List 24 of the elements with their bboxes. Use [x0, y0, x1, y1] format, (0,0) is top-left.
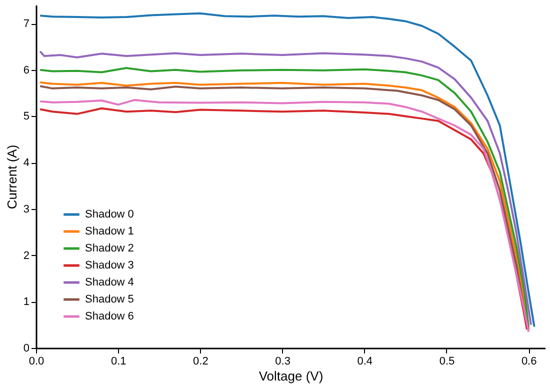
legend-label: Shadow 3 [85, 260, 134, 272]
y-tick-label: 6 [23, 64, 30, 76]
x-tick-label: 0.2 [193, 356, 208, 368]
legend-label: Shadow 5 [85, 294, 134, 306]
legend-label: Shadow 2 [85, 242, 134, 254]
x-axis-title: Voltage (V) [258, 368, 324, 384]
x-tick-label: 0.5 [439, 356, 455, 368]
y-axis-title: Current (A) [4, 144, 20, 210]
x-tick-label: 0.4 [357, 356, 373, 368]
y-tick-label: 7 [23, 18, 30, 30]
x-tick-label: 0.0 [28, 356, 44, 368]
y-tick-label: 4 [23, 157, 30, 170]
x-tick-label: 0.1 [110, 356, 126, 368]
legend-label: Shadow 6 [85, 310, 134, 322]
legend-label: Shadow 0 [85, 208, 134, 220]
x-tick-label: 0.6 [521, 356, 537, 368]
x-tick-label: 0.3 [275, 356, 290, 368]
y-tick-label: 1 [23, 296, 30, 308]
legend-label: Shadow 1 [85, 226, 134, 238]
y-tick-label: 5 [23, 110, 30, 123]
y-tick-label: 3 [23, 203, 30, 216]
y-tick-label: 2 [23, 250, 30, 262]
legend-label: Shadow 4 [85, 276, 134, 288]
y-tick-label: 0 [23, 342, 30, 354]
